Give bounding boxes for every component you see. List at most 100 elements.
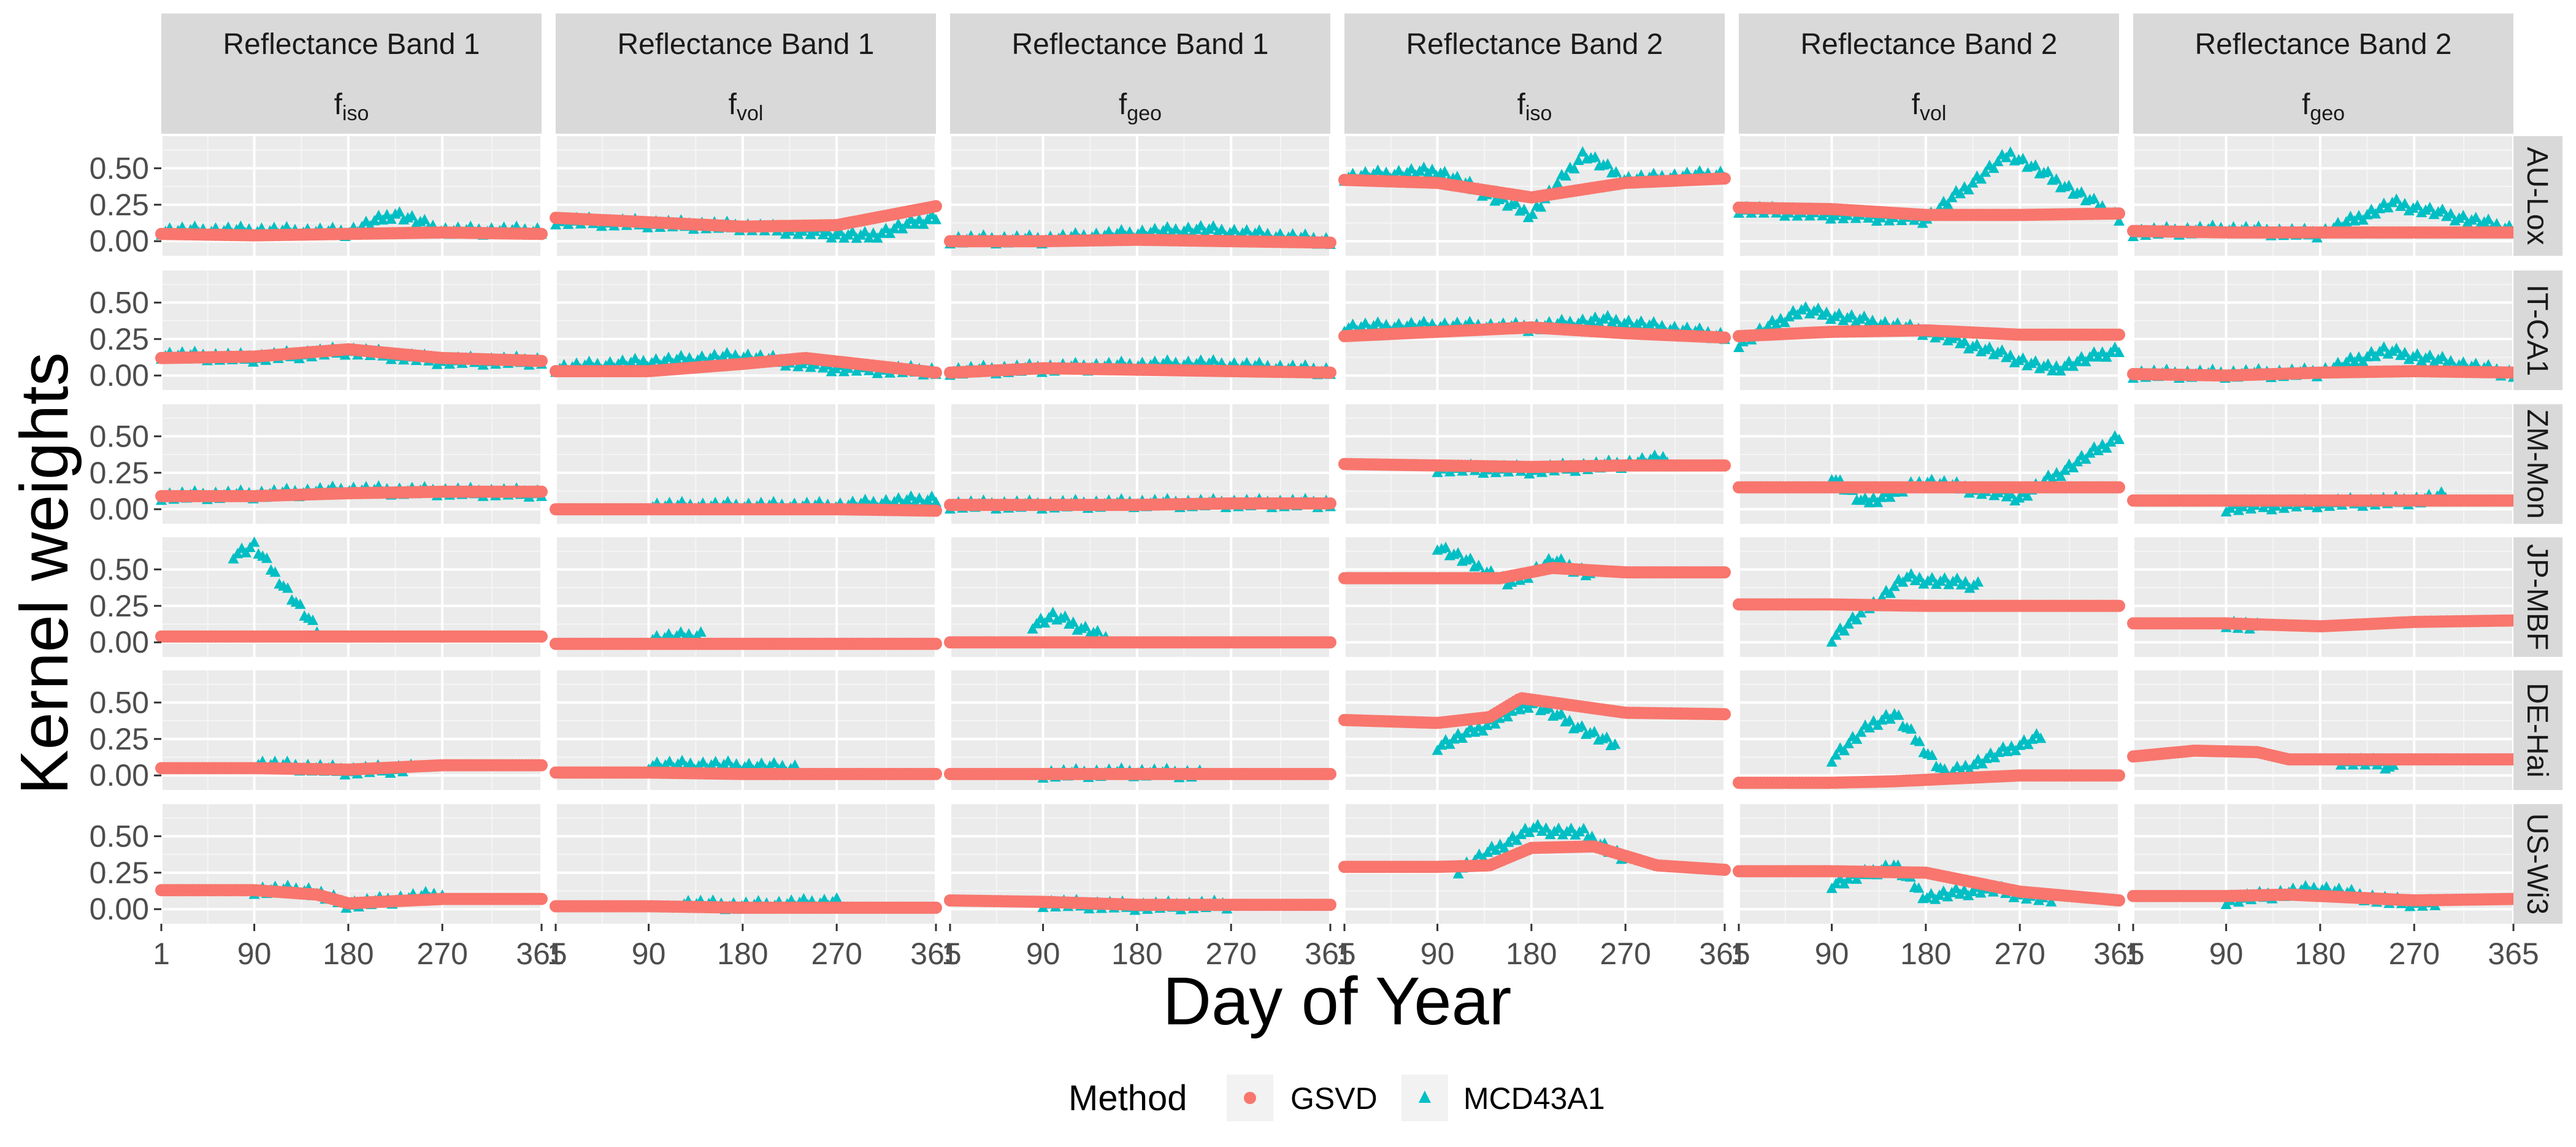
mcd43a1-point xyxy=(1393,164,1405,175)
gsvd-point xyxy=(2113,207,2125,220)
mcd43a1-point xyxy=(859,226,871,237)
gsvd-point xyxy=(1719,566,1731,579)
mcd43a1-point xyxy=(1527,208,1538,219)
mcd43a1-point xyxy=(1372,164,1384,175)
mcd43a1-point xyxy=(1195,220,1206,231)
mcd43a1-point xyxy=(2063,180,2075,191)
facet-panel xyxy=(1733,270,2125,390)
mcd43a1-point xyxy=(1183,221,1194,232)
mcd43a1-point xyxy=(834,226,846,237)
facet-panel xyxy=(155,270,548,390)
mcd43a1-point xyxy=(1275,228,1286,239)
mcd43a1-point xyxy=(2458,210,2469,221)
mcd43a1-point xyxy=(1946,191,1958,202)
facet-panel xyxy=(1338,537,1731,657)
mcd43a1-point xyxy=(2017,153,2029,164)
mcd43a1-point xyxy=(1381,166,1392,177)
facet-panel xyxy=(2127,136,2520,256)
gsvd-point xyxy=(535,228,548,240)
mcd43a1-point xyxy=(1103,226,1114,237)
mcd43a1-point xyxy=(1170,223,1181,234)
mcd43a1-point xyxy=(1518,204,1530,215)
mcd43a1-point xyxy=(2391,193,2402,204)
panel-background xyxy=(1344,537,1725,657)
gsvd-point xyxy=(1719,172,1731,185)
panel-background xyxy=(161,404,542,524)
mcd43a1-point xyxy=(2483,213,2494,224)
mcd43a1-point xyxy=(1694,165,1706,176)
mcd43a1-point xyxy=(2382,202,2394,213)
facet-panel xyxy=(155,536,548,657)
mcd43a1-point xyxy=(2491,218,2502,229)
mcd43a1-point xyxy=(1418,161,1430,172)
mcd43a1-point xyxy=(1510,197,1522,208)
mcd43a1-point xyxy=(2437,203,2448,214)
facet-panel xyxy=(944,537,1336,657)
mcd43a1-point xyxy=(1149,223,1160,234)
mcd43a1-point xyxy=(189,220,201,231)
mcd43a1-point xyxy=(1988,162,1999,173)
gsvd-point xyxy=(930,366,942,379)
mcd43a1-point xyxy=(1976,173,1987,184)
mcd43a1-point xyxy=(2412,199,2423,210)
facet-panel xyxy=(2127,404,2520,524)
mcd43a1-point xyxy=(2349,215,2361,226)
facet-panel xyxy=(550,270,942,390)
mcd43a1-point xyxy=(1589,151,1601,162)
mcd43a1-point xyxy=(1979,166,1991,177)
mcd43a1-point xyxy=(2042,166,2054,177)
mcd43a1-point xyxy=(1439,166,1451,177)
mcd43a1-point xyxy=(2088,193,2100,204)
mcd43a1-point xyxy=(1602,158,1614,169)
mcd43a1-point xyxy=(2001,152,2012,163)
facet-panel xyxy=(944,270,1336,390)
facet-panels xyxy=(155,136,2520,924)
mcd43a1-point xyxy=(2361,209,2373,220)
facet-panel xyxy=(550,404,942,524)
facet-panel xyxy=(2127,537,2520,657)
mcd43a1-point xyxy=(2340,216,2352,227)
facet-panel xyxy=(1338,270,1731,390)
mcd43a1-point xyxy=(1955,188,1966,199)
mcd43a1-point xyxy=(1241,224,1252,235)
gsvd-point xyxy=(2113,481,2125,494)
gsvd-point xyxy=(1324,236,1336,249)
mcd43a1-point xyxy=(1360,166,1371,177)
gsvd-point xyxy=(1719,331,1731,344)
mcd43a1-point xyxy=(1427,163,1438,174)
facet-panel xyxy=(1338,136,1731,256)
facet-panel xyxy=(1733,136,2125,256)
mcd43a1-point xyxy=(1229,223,1240,234)
mcd43a1-point xyxy=(235,220,247,231)
mcd43a1-point xyxy=(1967,177,1979,188)
mcd43a1-point xyxy=(406,210,418,221)
mcd43a1-point xyxy=(1451,171,1463,182)
mcd43a1-point xyxy=(2114,215,2125,226)
gsvd-point xyxy=(535,485,548,498)
mcd43a1-point xyxy=(1406,163,1417,174)
mcd43a1-point xyxy=(2370,208,2382,219)
gsvd-point xyxy=(2113,599,2125,612)
mcd43a1-point xyxy=(1992,155,2004,166)
facet-panel xyxy=(944,136,1336,256)
panel-background xyxy=(2133,537,2513,657)
gsvd-point xyxy=(535,630,548,643)
gsvd-point xyxy=(535,355,548,367)
mcd43a1-point xyxy=(2076,186,2087,197)
mcd43a1-point xyxy=(2399,198,2410,209)
gsvd-point xyxy=(930,637,942,650)
mcd43a1-point xyxy=(1963,183,1974,194)
gsvd-point xyxy=(1324,366,1336,379)
mcd43a1-point xyxy=(846,226,858,237)
mcd43a1-point xyxy=(2445,208,2456,219)
mcd43a1-point xyxy=(2357,214,2369,225)
mcd43a1-point xyxy=(1577,146,1589,157)
mcd43a1-point xyxy=(1137,224,1148,236)
facet-panel xyxy=(550,537,942,657)
mcd43a1-point xyxy=(2374,202,2385,213)
panel-background xyxy=(1739,404,2119,524)
mcd43a1-point xyxy=(2424,201,2436,212)
mcd43a1-point xyxy=(1254,224,1265,235)
panel-background xyxy=(1739,537,2119,657)
